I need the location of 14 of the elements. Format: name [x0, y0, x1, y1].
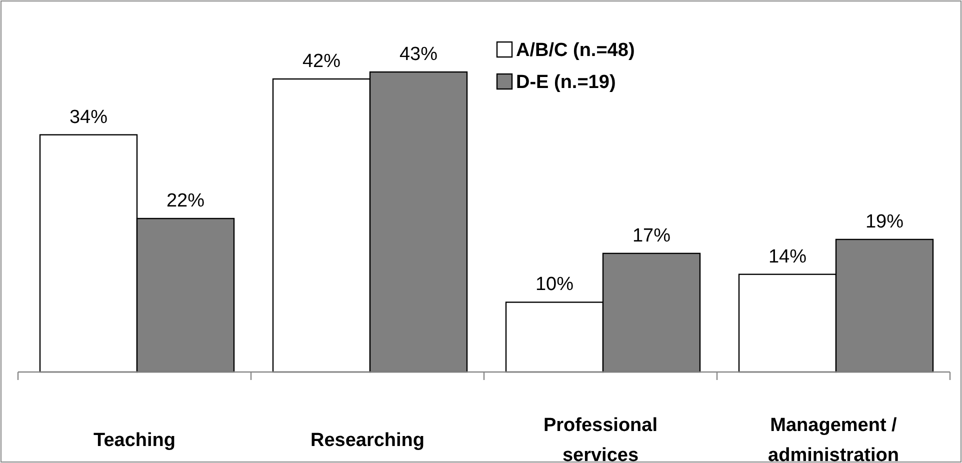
data-label: 19%	[865, 211, 904, 232]
data-label: 10%	[535, 274, 574, 296]
x-tick-label: Professional services	[543, 415, 658, 463]
legend-label: A/B/C (n.=48)	[516, 40, 635, 61]
data-label: 43%	[399, 44, 438, 65]
data-label: 34%	[69, 106, 108, 128]
data-label: 17%	[632, 225, 671, 246]
x-tick-label: Researching	[310, 430, 425, 451]
x-tick-label: Management / administration	[768, 415, 899, 463]
data-label: 42%	[302, 50, 341, 72]
data-label: 14%	[768, 246, 807, 268]
legend-label: D-E (n.=19)	[516, 72, 616, 93]
data-label: 22%	[166, 190, 205, 212]
x-tick-label: Teaching	[94, 430, 176, 451]
